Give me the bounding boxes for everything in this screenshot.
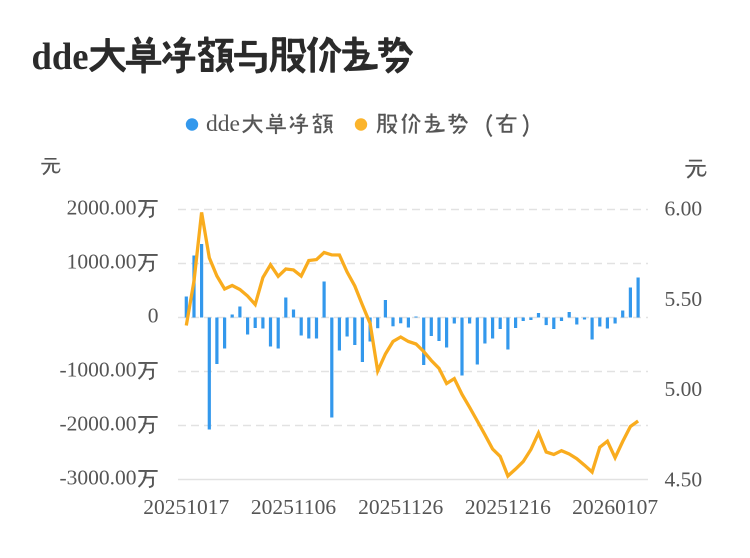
svg-text:20260107: 20260107 (572, 495, 658, 519)
svg-text:20251017: 20251017 (143, 495, 229, 519)
svg-text:1000.00: 1000.00 (67, 250, 137, 274)
svg-text:20251106: 20251106 (251, 495, 336, 519)
svg-text:-1000.00: -1000.00 (59, 358, 136, 382)
svg-text:-3000.00: -3000.00 (59, 466, 136, 490)
svg-text:6.00: 6.00 (665, 197, 703, 221)
svg-text:-2000.00: -2000.00 (59, 412, 136, 436)
svg-text:20251216: 20251216 (465, 495, 551, 519)
svg-text:dde: dde (206, 111, 240, 136)
svg-text:5.00: 5.00 (665, 377, 703, 401)
svg-text:2000.00: 2000.00 (67, 196, 137, 220)
svg-text:20251126: 20251126 (358, 495, 443, 519)
svg-text:0: 0 (148, 304, 159, 328)
svg-text:dde: dde (32, 36, 89, 78)
svg-text:5.50: 5.50 (665, 287, 703, 311)
svg-text:4.50: 4.50 (665, 468, 703, 492)
